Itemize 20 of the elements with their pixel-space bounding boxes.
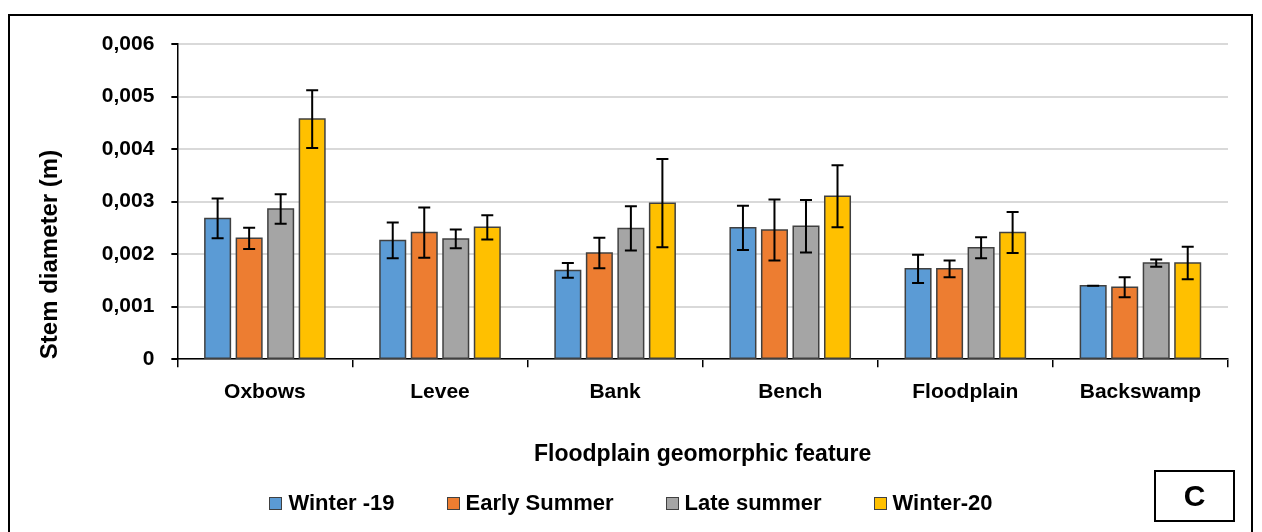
x-tick-label: Floodplain <box>912 378 1019 402</box>
y-axis-title: Stem diameter (m) <box>35 149 63 360</box>
y-tick-label: 0,003 <box>101 188 155 212</box>
x-tick-label: Levee <box>410 378 470 402</box>
y-tick-label: 0 <box>142 346 155 369</box>
legend-label: Early Summer <box>465 490 614 516</box>
y-tick-label: 0,005 <box>101 83 155 107</box>
x-tick-label: Bank <box>589 378 642 402</box>
x-tick-label: Bench <box>758 378 823 402</box>
y-tick-label: 0,004 <box>101 135 155 159</box>
legend-label: Winter -19 <box>288 490 395 516</box>
x-tick-label: Oxbows <box>224 378 306 402</box>
x-tick-label: Backswamp <box>1079 378 1202 402</box>
y-tick-label: 0,001 <box>101 293 155 317</box>
legend-label: Winter-20 <box>892 490 993 516</box>
label-box: C <box>1154 470 1235 522</box>
x-axis-title: Floodplain geomorphic feature <box>534 439 872 466</box>
y-tick-label: 0,006 <box>101 30 155 54</box>
legend-label: Late summer <box>684 490 822 516</box>
y-tick-label: 0,002 <box>101 240 155 264</box>
